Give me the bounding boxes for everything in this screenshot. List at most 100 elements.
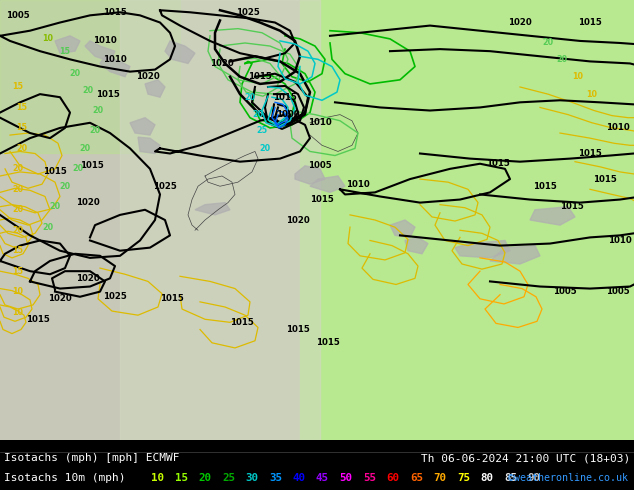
- Text: 25: 25: [222, 473, 235, 483]
- Bar: [0, 0, 180, 153]
- Text: 20: 20: [89, 126, 101, 135]
- Text: 1015: 1015: [160, 294, 184, 303]
- Text: 50: 50: [339, 473, 353, 483]
- Text: 30: 30: [245, 473, 259, 483]
- Text: 1015: 1015: [43, 168, 67, 176]
- Text: 20: 20: [557, 55, 567, 64]
- Text: 25: 25: [256, 126, 268, 135]
- Text: 1010: 1010: [606, 123, 630, 132]
- Text: 10: 10: [573, 72, 583, 81]
- Text: 20: 20: [13, 226, 23, 235]
- Polygon shape: [295, 166, 325, 184]
- Text: 15: 15: [13, 82, 23, 92]
- Text: 1015: 1015: [486, 159, 510, 168]
- Polygon shape: [310, 176, 345, 193]
- Bar: [120, 0, 320, 440]
- Text: 20: 20: [13, 205, 23, 214]
- Text: 20: 20: [70, 69, 81, 78]
- Text: 1015: 1015: [286, 325, 310, 334]
- Text: 1020: 1020: [286, 216, 310, 224]
- Polygon shape: [165, 41, 195, 63]
- Text: 10: 10: [152, 473, 164, 483]
- Polygon shape: [490, 245, 540, 264]
- Polygon shape: [390, 220, 415, 238]
- Text: 20: 20: [252, 110, 264, 119]
- Text: 20: 20: [82, 86, 94, 95]
- Text: 85: 85: [504, 473, 517, 483]
- Text: 20: 20: [42, 222, 53, 232]
- Text: 1020: 1020: [508, 18, 532, 27]
- Text: 15: 15: [13, 267, 23, 276]
- Text: 45: 45: [316, 473, 329, 483]
- Text: 90: 90: [527, 473, 541, 483]
- Bar: [300, 0, 634, 440]
- Text: 80: 80: [481, 473, 493, 483]
- Text: 1015: 1015: [316, 338, 340, 347]
- Text: 20: 20: [13, 164, 23, 173]
- Text: 1010: 1010: [308, 118, 332, 127]
- Text: 20: 20: [49, 202, 61, 211]
- Text: 10: 10: [13, 308, 23, 317]
- Text: 20: 20: [93, 106, 103, 115]
- Text: 20: 20: [13, 185, 23, 194]
- Polygon shape: [138, 137, 160, 153]
- Text: 1000: 1000: [276, 110, 300, 119]
- Polygon shape: [100, 56, 130, 77]
- Text: 1025: 1025: [103, 292, 127, 301]
- Text: 1015: 1015: [80, 161, 104, 170]
- Text: 20: 20: [259, 144, 271, 153]
- Text: 20: 20: [198, 473, 212, 483]
- Polygon shape: [145, 80, 165, 97]
- Text: 10: 10: [586, 90, 597, 98]
- Text: 15: 15: [16, 103, 27, 112]
- Text: 20: 20: [543, 39, 553, 48]
- Text: ©weatheronline.co.uk: ©weatheronline.co.uk: [508, 473, 628, 483]
- Text: 35: 35: [269, 473, 282, 483]
- Text: 15: 15: [175, 473, 188, 483]
- Text: 1015: 1015: [310, 195, 334, 204]
- Text: 1015: 1015: [533, 182, 557, 191]
- Text: 65: 65: [410, 473, 423, 483]
- Text: 1005: 1005: [606, 287, 630, 296]
- Text: 20: 20: [72, 164, 84, 173]
- Text: 1020: 1020: [210, 59, 234, 68]
- Text: 20: 20: [245, 93, 256, 102]
- Text: 15: 15: [16, 123, 27, 132]
- Text: 1010: 1010: [608, 236, 632, 245]
- Text: 75: 75: [457, 473, 470, 483]
- Text: 1015: 1015: [593, 174, 617, 184]
- Text: 20: 20: [60, 182, 70, 191]
- Text: 70: 70: [434, 473, 446, 483]
- Text: 1020: 1020: [76, 274, 100, 283]
- Polygon shape: [55, 36, 80, 53]
- Text: 1010: 1010: [93, 36, 117, 46]
- Text: 55: 55: [363, 473, 376, 483]
- Text: 15: 15: [60, 47, 70, 56]
- Polygon shape: [195, 202, 230, 215]
- Polygon shape: [405, 238, 428, 254]
- Text: 10: 10: [13, 287, 23, 296]
- Polygon shape: [455, 241, 510, 258]
- Text: 1015: 1015: [560, 202, 584, 211]
- Text: 60: 60: [387, 473, 399, 483]
- Text: 1010: 1010: [103, 55, 127, 64]
- Text: 1015: 1015: [103, 8, 127, 17]
- Text: Isotachs (mph) [mph] ECMWF: Isotachs (mph) [mph] ECMWF: [4, 453, 179, 463]
- Text: 20: 20: [16, 144, 27, 153]
- Polygon shape: [530, 207, 575, 225]
- Polygon shape: [85, 41, 115, 61]
- Text: 40: 40: [292, 473, 306, 483]
- Text: 1005: 1005: [553, 287, 577, 296]
- Text: Isotachs 10m (mph): Isotachs 10m (mph): [4, 473, 126, 483]
- Text: 1005: 1005: [308, 161, 332, 170]
- Text: 1020: 1020: [48, 294, 72, 303]
- Text: 1015: 1015: [96, 90, 120, 98]
- Text: 1015: 1015: [578, 18, 602, 27]
- Text: 10: 10: [42, 34, 53, 44]
- Text: 1015: 1015: [26, 315, 50, 324]
- Text: 1015: 1015: [248, 72, 272, 81]
- Text: 1015: 1015: [578, 149, 602, 158]
- Text: Th 06-06-2024 21:00 UTC (18+03): Th 06-06-2024 21:00 UTC (18+03): [421, 453, 630, 463]
- Text: 1010: 1010: [346, 180, 370, 189]
- Text: 15: 15: [13, 246, 23, 255]
